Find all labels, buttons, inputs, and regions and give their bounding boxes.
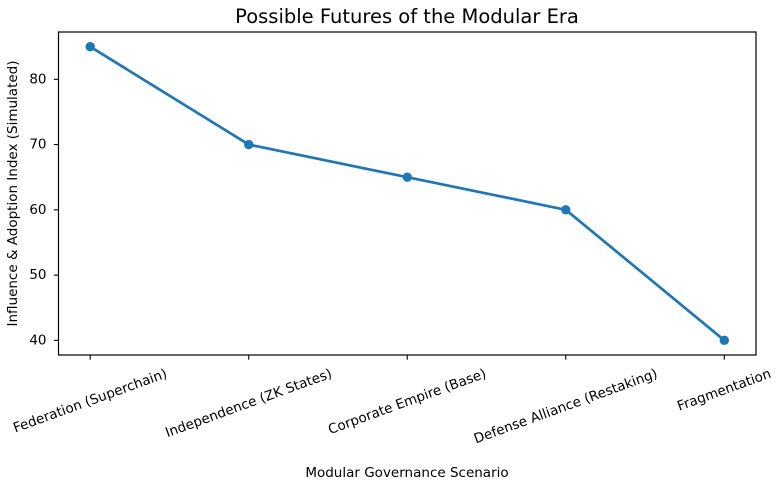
x-tick-label: Fragmentation <box>675 366 773 415</box>
x-tick-label: Federation (Superchain) <box>11 366 169 437</box>
x-tick-label: Corporate Empire (Base) <box>326 366 488 438</box>
y-tick-label: 50 <box>29 267 46 283</box>
y-tick-label: 80 <box>29 71 46 87</box>
axes-frame <box>57 31 757 356</box>
x-tick-label: Independence (ZK States) <box>163 366 334 441</box>
y-tick-label: 70 <box>29 137 46 153</box>
data-point <box>402 172 412 182</box>
data-point <box>85 41 95 52</box>
x-axis-label: Modular Governance Scenario <box>305 465 508 481</box>
y-tick-label: 40 <box>29 332 46 348</box>
y-axis-label: Influence & Adoption Index (Simulated) <box>5 60 21 326</box>
data-line <box>89 45 726 342</box>
data-point <box>719 335 729 346</box>
data-point <box>561 205 571 215</box>
data-point <box>244 139 254 150</box>
plot-area: 40 50 60 70 80 Federation (Superchain)Indepen… <box>11 31 773 447</box>
chart-title: Possible Futures of the Modular Era <box>235 5 579 28</box>
x-tick-label: Defense Alliance (Restaking) <box>472 366 660 447</box>
y-tick-label: 60 <box>29 202 46 218</box>
